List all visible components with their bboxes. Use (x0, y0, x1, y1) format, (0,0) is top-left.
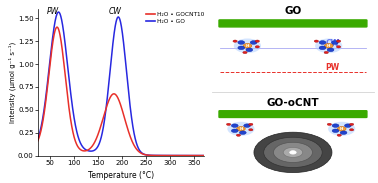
Circle shape (264, 137, 322, 168)
Circle shape (246, 48, 253, 52)
Circle shape (332, 124, 339, 127)
X-axis label: Temperature (°C): Temperature (°C) (88, 171, 154, 180)
Text: PW: PW (325, 64, 339, 72)
Circle shape (244, 124, 251, 127)
Circle shape (319, 46, 326, 50)
Text: H: H (340, 127, 343, 131)
Circle shape (332, 41, 338, 44)
Text: CW: CW (325, 39, 339, 48)
FancyBboxPatch shape (219, 20, 367, 27)
Circle shape (237, 127, 245, 131)
Circle shape (239, 131, 246, 135)
Text: H: H (239, 127, 243, 131)
Circle shape (340, 131, 347, 135)
Circle shape (231, 124, 238, 127)
Circle shape (250, 41, 257, 44)
Circle shape (238, 41, 245, 44)
Circle shape (349, 123, 354, 126)
Text: H: H (246, 44, 249, 48)
Circle shape (290, 151, 296, 154)
Circle shape (231, 129, 238, 132)
Legend: H₂O • GOCNT10, H₂O • GO: H₂O • GOCNT10, H₂O • GO (146, 12, 204, 24)
Circle shape (327, 48, 334, 52)
Circle shape (249, 123, 253, 126)
Circle shape (243, 44, 252, 48)
Y-axis label: Intensity (μmol g⁻¹ s⁻¹): Intensity (μmol g⁻¹ s⁻¹) (9, 42, 17, 123)
Circle shape (249, 129, 253, 131)
Circle shape (227, 122, 254, 136)
Circle shape (337, 134, 341, 136)
Circle shape (314, 40, 319, 42)
Text: GO-oCNT: GO-oCNT (266, 98, 319, 108)
Circle shape (336, 40, 341, 42)
Circle shape (255, 40, 259, 42)
Circle shape (349, 129, 354, 131)
Circle shape (327, 123, 332, 126)
Circle shape (324, 44, 333, 48)
Circle shape (255, 46, 259, 48)
Text: CW: CW (109, 8, 122, 16)
Circle shape (236, 134, 241, 136)
Circle shape (273, 142, 313, 163)
Text: H: H (327, 44, 330, 48)
Circle shape (226, 123, 231, 126)
Circle shape (315, 38, 342, 53)
Circle shape (254, 132, 332, 173)
Text: PW: PW (46, 8, 59, 16)
Circle shape (324, 51, 328, 54)
Circle shape (332, 129, 339, 132)
FancyBboxPatch shape (219, 111, 367, 117)
Text: GO: GO (284, 6, 302, 16)
Circle shape (243, 51, 247, 54)
Circle shape (338, 127, 346, 131)
Circle shape (344, 124, 351, 127)
Circle shape (336, 46, 341, 48)
Circle shape (234, 38, 261, 53)
Circle shape (328, 122, 355, 136)
Circle shape (319, 41, 326, 44)
Circle shape (283, 147, 303, 157)
Circle shape (238, 46, 245, 50)
Circle shape (233, 40, 237, 42)
